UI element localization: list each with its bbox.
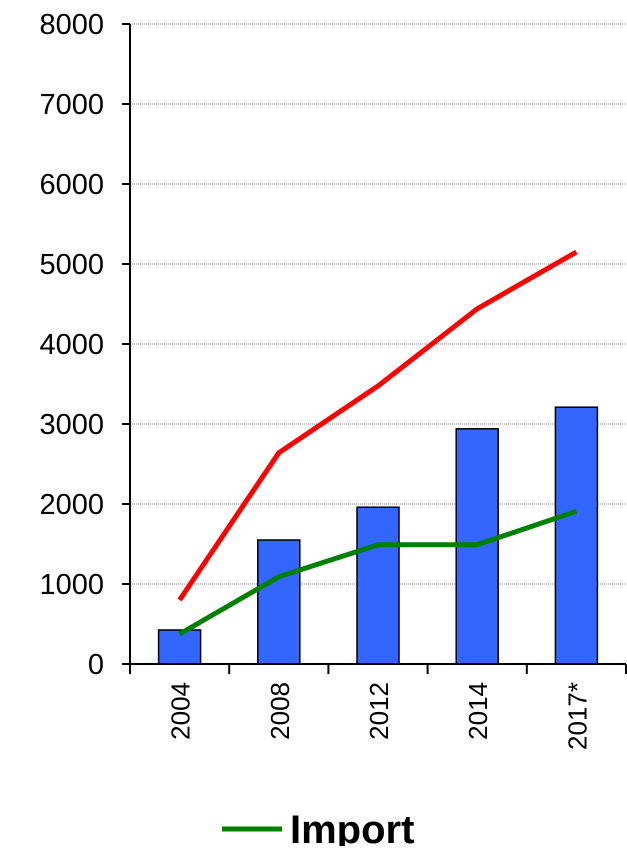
line — [177, 249, 578, 602]
y-tick-label: 6000 — [39, 169, 104, 201]
y-tick-label: 0 — [88, 649, 104, 681]
y-tick-label: 8000 — [39, 9, 104, 41]
bar — [554, 406, 599, 665]
x-tick-label: 2014 — [463, 682, 493, 740]
y-tick-label: 2000 — [39, 489, 104, 521]
x-tick-label: 2012 — [364, 682, 394, 740]
y-tick-label: 5000 — [39, 249, 104, 281]
x-tick-label: 2008 — [265, 682, 295, 740]
line — [178, 508, 578, 637]
bar — [356, 506, 400, 665]
y-tick-label: 3000 — [39, 409, 104, 441]
bar — [257, 539, 301, 665]
y-tick-label: 4000 — [39, 329, 104, 361]
legend-label: Import — [290, 808, 414, 846]
x-tick-label: 2004 — [166, 682, 196, 740]
bar — [157, 629, 202, 665]
y-tick-label: 7000 — [39, 89, 104, 121]
y-tick-label: 1000 — [39, 569, 104, 601]
x-tick-label: 2017* — [562, 682, 592, 750]
